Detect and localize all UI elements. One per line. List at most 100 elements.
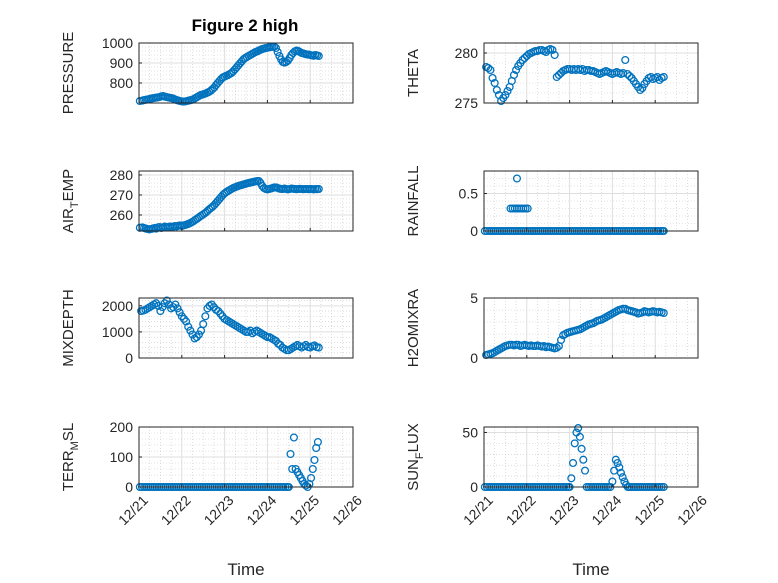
data-point (568, 458, 578, 468)
data-point (623, 69, 632, 79)
data-point (615, 463, 624, 472)
data-point (659, 308, 668, 318)
data-point (619, 68, 628, 78)
axes-box (138, 42, 354, 104)
y-tick-label: 0.5 (459, 186, 479, 202)
x-axis-label: Time (572, 560, 609, 579)
data-point (289, 433, 298, 442)
data-point (492, 85, 501, 95)
data-point (570, 439, 579, 448)
y-tick-label: 50 (462, 424, 478, 440)
data-point (501, 90, 510, 100)
data-points (482, 304, 668, 360)
subplot-air-temp: 260 270 280 AIRTEMP (60, 167, 354, 234)
axes-box (483, 426, 699, 488)
data-point (484, 63, 493, 73)
axes-box (138, 170, 354, 232)
data-point (552, 72, 561, 82)
data-point (659, 72, 668, 82)
y-tick-label: 0 (470, 223, 478, 239)
data-point (201, 312, 210, 321)
y-axis-label: THETA (405, 49, 422, 97)
data-point (314, 51, 323, 61)
subplot-h2omixra: 0 5 H2OMIXRA (405, 289, 699, 367)
x-axis-label: Time (227, 560, 264, 579)
y-tick-label: 0 (125, 350, 133, 366)
data-point (156, 306, 165, 316)
y-tick-labels: 0 1000 2000 (102, 298, 142, 366)
y-axis-label: SUNFLUX (405, 423, 426, 491)
y-axis-label-main: AIR (60, 208, 77, 233)
grid (138, 426, 354, 488)
data-point (509, 70, 519, 80)
data-point (182, 317, 191, 326)
y-axis-label: MIXDEPTH (60, 289, 77, 367)
data-points (137, 296, 323, 355)
y-tick-label: 200 (110, 419, 134, 435)
y-axis-label-subscript: M (69, 441, 81, 450)
y-axis-label-suffix: LUX (405, 423, 422, 452)
data-point (625, 71, 634, 81)
data-points (482, 44, 668, 106)
data-point (310, 455, 319, 465)
grid (483, 170, 699, 232)
data-point (554, 70, 563, 80)
data-point (314, 343, 323, 352)
data-point (286, 449, 295, 459)
data-point (488, 73, 497, 83)
subplot-theta: 275 280 THETA (405, 42, 699, 111)
data-point (577, 444, 586, 453)
y-axis-label: AIRTEMP (60, 169, 81, 233)
data-point (575, 432, 584, 441)
y-axis-label-subscript: F (414, 452, 426, 459)
y-tick-label: 275 (455, 95, 479, 111)
y-tick-label: 270 (110, 187, 134, 203)
y-axis-label-suffix: SL (60, 423, 77, 441)
y-axis-label-main: SUN (405, 459, 422, 491)
data-point (173, 304, 182, 313)
y-axis-label-subscript: T (69, 201, 81, 208)
data-point (175, 308, 184, 317)
y-tick-labels: 275 280 (455, 45, 487, 111)
figure-title: Figure 2 high (192, 16, 299, 35)
data-point (613, 458, 622, 468)
data-point (636, 85, 645, 95)
data-point (162, 296, 171, 305)
y-axis-label-main: H2OMIXRA (405, 289, 422, 367)
y-axis-label: RAINFALL (405, 166, 422, 237)
y-tick-label: 100 (110, 449, 134, 465)
data-point (314, 184, 323, 194)
data-point (621, 55, 630, 65)
data-point (567, 474, 576, 483)
data-point (490, 78, 499, 88)
y-tick-labels: 260 270 280 (110, 167, 142, 223)
y-tick-label: 1000 (102, 324, 133, 340)
y-tick-label: 1000 (102, 35, 133, 51)
y-tick-labels: 0 100 200 (110, 419, 142, 495)
data-point (523, 204, 532, 213)
y-tick-label: 0 (470, 479, 478, 495)
data-point (308, 464, 317, 474)
y-tick-label: 280 (455, 45, 479, 61)
subplot-pressure: Figure 2 high 800 900 1000 PRESSURE (60, 16, 354, 114)
data-point (486, 65, 495, 75)
y-tick-label: 800 (110, 75, 134, 91)
y-axis-label-main: MIXDEPTH (60, 289, 77, 367)
subplot-rainfall: 0 0.5 RAINFALL (405, 166, 699, 239)
y-tick-label: 5 (470, 290, 478, 306)
y-axis-label-main: RAINFALL (405, 166, 422, 237)
axes-box (138, 426, 354, 488)
data-point (310, 341, 319, 350)
data-point (638, 83, 647, 93)
data-point (574, 424, 583, 433)
data-point (194, 330, 203, 339)
y-tick-labels: 800 900 1000 (102, 35, 142, 91)
data-point (618, 473, 627, 482)
axes-box (483, 170, 699, 232)
axes-box (483, 42, 699, 104)
y-axis-label: H2OMIXRA (405, 289, 422, 367)
grid (483, 427, 699, 488)
data-point (199, 320, 208, 329)
data-point (548, 45, 557, 55)
